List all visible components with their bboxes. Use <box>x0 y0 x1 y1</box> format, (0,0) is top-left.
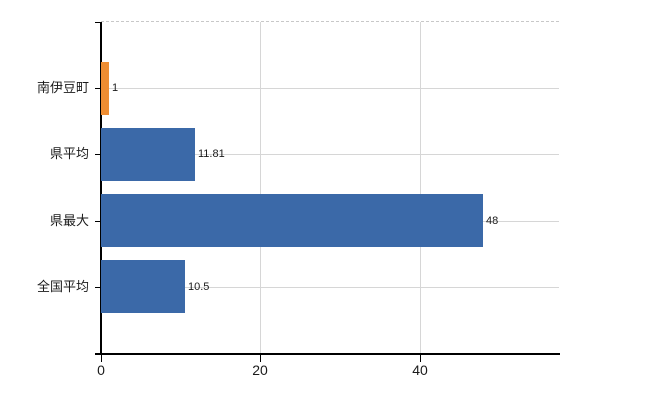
bar <box>101 260 185 313</box>
x-axis-tick <box>260 353 261 362</box>
bar-value-label: 1 <box>112 82 119 94</box>
category-label: 南伊豆町 <box>36 80 89 95</box>
y-axis-tick <box>95 287 101 288</box>
y-axis-tick <box>95 221 101 222</box>
x-tick-label: 0 <box>97 362 105 378</box>
x-axis-line <box>95 353 560 355</box>
vertical-gridline <box>419 22 421 353</box>
x-tick-label: 20 <box>252 362 268 378</box>
x-axis-tick <box>101 353 102 362</box>
x-tick-label: 40 <box>412 362 428 378</box>
bar <box>101 128 195 181</box>
horizontal-gridline <box>101 154 559 155</box>
bar <box>101 194 483 247</box>
bar <box>101 62 109 115</box>
y-axis-tick <box>95 22 101 23</box>
plot-top-border <box>101 21 559 22</box>
category-label: 県平均 <box>49 146 89 161</box>
bar-value-label: 48 <box>486 215 499 227</box>
vertical-gridline <box>260 22 262 353</box>
category-label: 県最大 <box>49 213 89 228</box>
y-axis-tick <box>95 88 101 89</box>
x-axis-tick <box>420 353 421 362</box>
horizontal-gridline <box>101 88 559 89</box>
bar-value-label: 10.5 <box>188 281 210 293</box>
horizontal-gridline <box>101 287 559 288</box>
y-axis-line <box>100 22 102 355</box>
category-label: 全国平均 <box>36 279 89 294</box>
y-axis-tick <box>95 154 101 155</box>
bar-value-label: 11.81 <box>198 148 225 160</box>
